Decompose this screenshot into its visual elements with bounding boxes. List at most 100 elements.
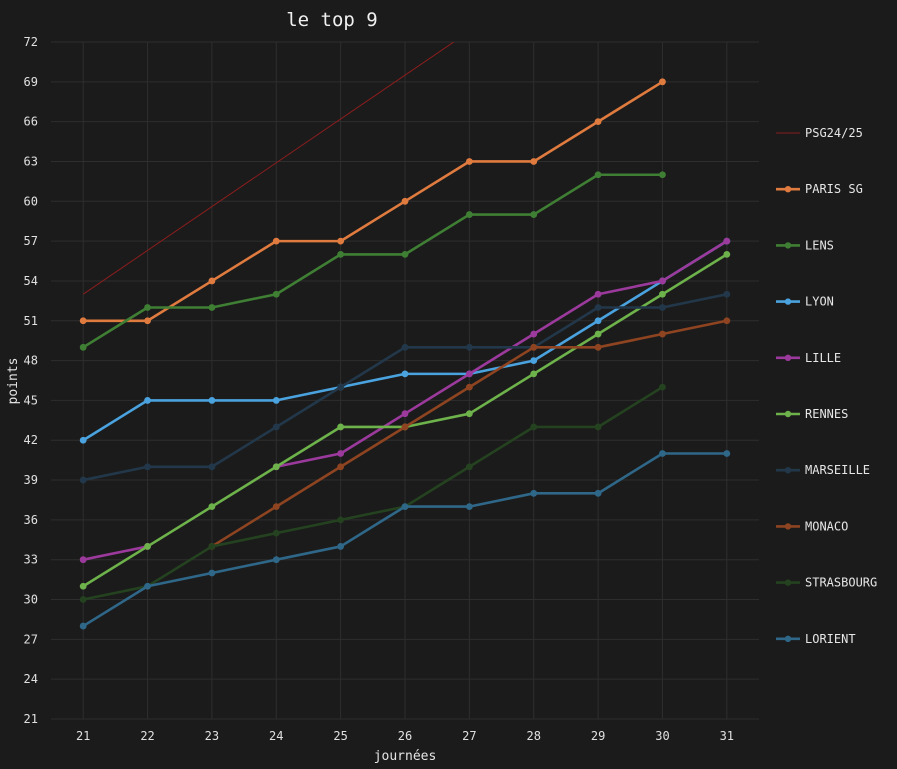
legend-entry: RENNES [776, 407, 848, 421]
legend-marker [784, 354, 792, 361]
legend-entry: PSG24/25 [776, 126, 863, 140]
legend-marker [784, 467, 792, 474]
series-lines [79, 42, 731, 630]
data-point [723, 450, 731, 457]
series-psg24-25 [82, 42, 455, 295]
y-tick-label: 60 [24, 194, 38, 208]
series-lens [79, 171, 666, 351]
data-point [530, 330, 538, 338]
y-tick-label: 42 [24, 433, 38, 447]
data-point [723, 237, 731, 245]
data-point [530, 489, 538, 497]
data-point [401, 423, 409, 431]
data-point [530, 370, 538, 378]
data-point [79, 343, 87, 351]
legend-label: STRASBOURG [805, 576, 877, 590]
x-tick-label: 26 [398, 729, 412, 743]
data-point [594, 317, 602, 325]
y-tick-label: 54 [24, 274, 38, 288]
legend-marker [784, 410, 792, 418]
data-point [337, 237, 345, 245]
legend-entry: LENS [776, 238, 834, 252]
data-point [659, 290, 666, 298]
x-tick-label: 22 [140, 729, 154, 743]
data-point [465, 343, 473, 351]
legend-label: PSG24/25 [805, 126, 863, 140]
series-line [83, 80, 664, 323]
y-tick-label: 39 [24, 473, 38, 487]
data-point [79, 436, 87, 444]
y-tick-label: 48 [24, 354, 38, 368]
data-point [465, 158, 473, 165]
y-tick-label: 72 [24, 35, 38, 49]
data-point [79, 622, 87, 630]
data-point [272, 397, 280, 404]
y-tick-label: 30 [24, 593, 38, 607]
y-tick-label: 66 [24, 115, 38, 129]
data-point [79, 317, 87, 325]
legend-marker [784, 523, 792, 530]
y-tick-label: 24 [24, 672, 38, 686]
data-point [723, 250, 731, 258]
data-point [337, 450, 345, 457]
legend-label: LORIENT [805, 632, 856, 646]
legend-entry: LYON [776, 295, 834, 309]
x-tick-label: 28 [527, 729, 541, 743]
data-point [79, 596, 87, 603]
legend-entry: MARSEILLE [776, 463, 870, 477]
data-point [659, 304, 666, 311]
data-point [272, 237, 280, 245]
data-point [337, 543, 345, 550]
data-point [144, 304, 151, 311]
legend-label: LENS [805, 238, 834, 252]
data-point [337, 383, 345, 391]
data-point [208, 277, 216, 285]
data-point [401, 503, 409, 511]
data-point [594, 171, 602, 179]
data-point [659, 383, 666, 391]
data-point [79, 582, 87, 590]
data-point [530, 357, 538, 364]
data-point [272, 529, 280, 537]
data-point [144, 582, 151, 590]
data-point [208, 543, 216, 550]
data-point [337, 250, 345, 258]
data-point [659, 277, 666, 285]
legend-entry: STRASBOURG [776, 576, 877, 590]
x-axis-label: journées [374, 749, 437, 764]
data-point [337, 516, 345, 524]
data-point [401, 343, 409, 351]
legend-entry: LILLE [776, 351, 841, 365]
y-axis-label: points [6, 358, 21, 405]
axis-ticks: 21 24 27 30 33 36 39 42 45 48 51 54 57 60 63 66 69 72 21 22… [24, 35, 734, 743]
grid [51, 41, 759, 720]
data-point [272, 290, 280, 298]
data-point [723, 290, 731, 298]
data-point [79, 556, 87, 564]
x-tick-label: 27 [462, 729, 476, 743]
data-point [401, 370, 409, 378]
data-point [337, 463, 345, 471]
data-point [594, 290, 602, 298]
data-point [594, 304, 602, 311]
data-point [465, 211, 473, 218]
legend-entry: PARIS SG [776, 182, 863, 196]
legend-label: LYON [805, 295, 834, 309]
series-line [82, 386, 664, 601]
data-point [208, 569, 216, 577]
data-point [465, 370, 473, 378]
y-tick-label: 51 [24, 314, 38, 328]
data-point [659, 171, 666, 179]
data-point [144, 397, 151, 404]
data-point [208, 463, 216, 471]
y-tick-label: 45 [24, 393, 38, 407]
data-point [272, 503, 280, 511]
series-line [82, 42, 455, 295]
data-point [594, 118, 602, 126]
x-tick-label: 21 [76, 729, 90, 743]
data-point [144, 543, 151, 550]
data-point [401, 410, 409, 418]
x-tick-label: 25 [333, 729, 347, 743]
x-tick-label: 23 [205, 729, 219, 743]
legend-label: PARIS SG [805, 182, 863, 196]
